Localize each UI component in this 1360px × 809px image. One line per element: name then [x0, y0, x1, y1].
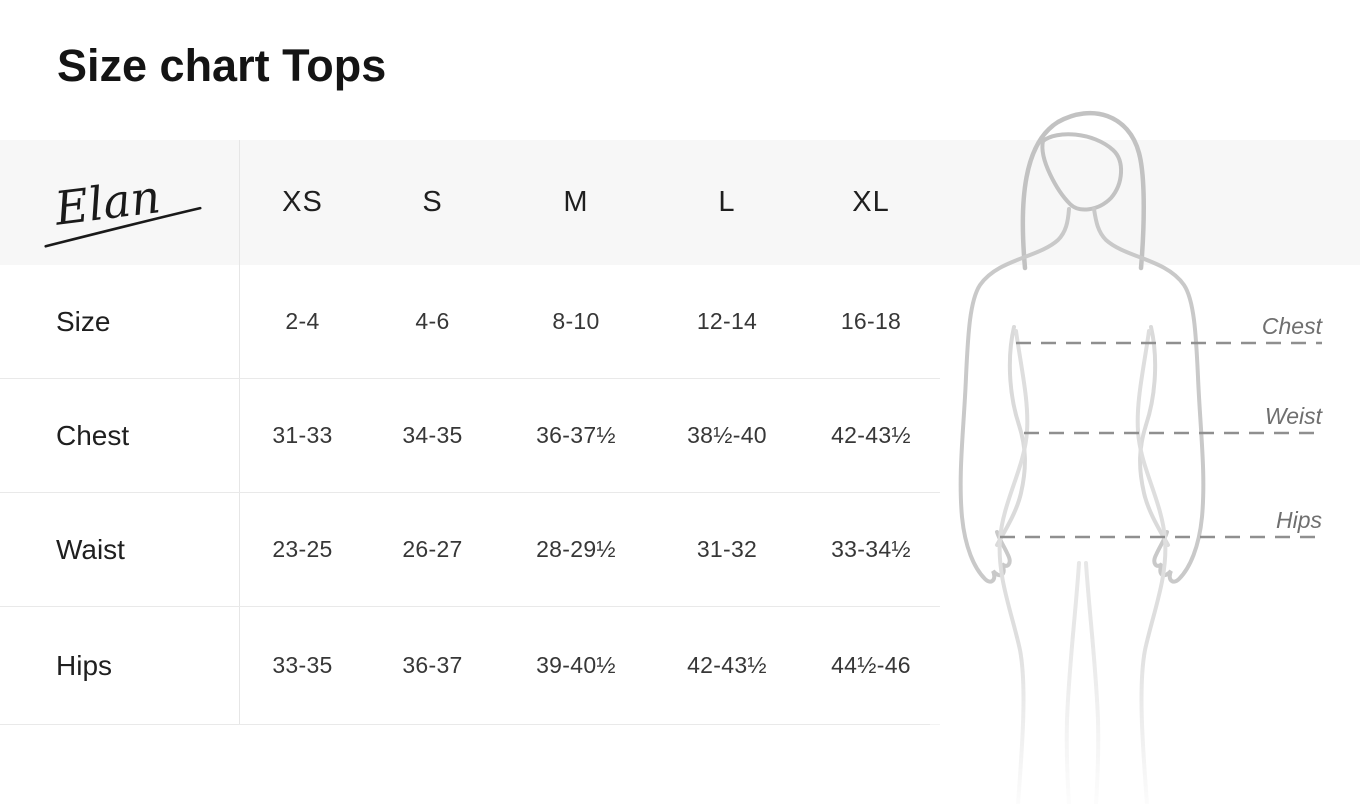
figure-right-inner-leg — [1084, 561, 1101, 806]
column-header-m: M — [563, 186, 589, 218]
page-title: Size chart Tops — [57, 40, 387, 91]
brand-logo: Elan — [44, 169, 202, 248]
cell-size-xl: 16-18 — [840, 308, 902, 334]
size-chart-table: Elan XS S M L XL Size 2-4 4-6 8-10 12-14… — [0, 140, 940, 725]
cell-chest-xl: 42-43½ — [831, 422, 911, 448]
table-row-chest: Chest 31-33 34-35 36-37½ 38½-40 42-43½ — [0, 379, 940, 493]
chest-measure-label: Chest — [1262, 313, 1324, 339]
figure-left-torso-outline — [997, 329, 1030, 806]
brand-logo-cell: Elan — [0, 140, 240, 265]
cell-size-xs: 2-4 — [285, 308, 320, 334]
figure-left-inner-arm — [995, 325, 1027, 547]
row-label-waist: Waist — [0, 493, 240, 606]
brand-logo-underline — [44, 206, 202, 248]
cell-hips-xs: 33-35 — [272, 652, 333, 678]
cell-waist-l: 31-32 — [696, 536, 758, 562]
cell-waist-m: 28-29½ — [536, 536, 616, 562]
cell-hips-xl: 44½-46 — [831, 652, 911, 678]
figure-left-inner-leg — [1064, 561, 1081, 806]
cell-chest-s: 34-35 — [402, 422, 463, 448]
brand-logo-text: Elan — [51, 169, 163, 236]
row-label-hips: Hips — [0, 607, 240, 724]
table-row-hips: Hips 33-35 36-37 39-40½ 42-43½ 44½-46 — [0, 607, 940, 725]
row-label-size: Size — [0, 265, 240, 378]
column-header-xs: XS — [282, 186, 323, 218]
column-header-l: L — [718, 186, 736, 218]
cell-waist-xs: 23-25 — [272, 536, 333, 562]
table-row-waist: Waist 23-25 26-27 28-29½ 31-32 33-34½ — [0, 493, 940, 607]
cell-size-m: 8-10 — [552, 308, 600, 334]
waist-measure-label: Weist — [1265, 403, 1324, 429]
cell-hips-s: 36-37 — [402, 652, 463, 678]
cell-waist-xl: 33-34½ — [831, 536, 911, 562]
table-header-row: Elan XS S M L XL — [0, 140, 940, 265]
cell-waist-s: 26-27 — [402, 536, 463, 562]
column-header-s: S — [422, 186, 443, 218]
cell-chest-xs: 31-33 — [272, 422, 333, 448]
figure-bottom-fade — [930, 635, 1360, 804]
column-header-xl: XL — [852, 186, 890, 218]
table-row-size: Size 2-4 4-6 8-10 12-14 16-18 — [0, 265, 940, 379]
cell-size-s: 4-6 — [415, 308, 450, 334]
cell-chest-l: 38½-40 — [687, 422, 767, 448]
cell-hips-l: 42-43½ — [687, 652, 767, 678]
figure-right-inner-arm — [1138, 325, 1170, 547]
row-label-chest: Chest — [0, 379, 240, 492]
cell-chest-m: 36-37½ — [536, 422, 616, 448]
cell-hips-m: 39-40½ — [536, 652, 616, 678]
figure-right-torso-outline — [1135, 329, 1168, 806]
cell-size-l: 12-14 — [696, 308, 758, 334]
hips-measure-label: Hips — [1276, 507, 1323, 533]
